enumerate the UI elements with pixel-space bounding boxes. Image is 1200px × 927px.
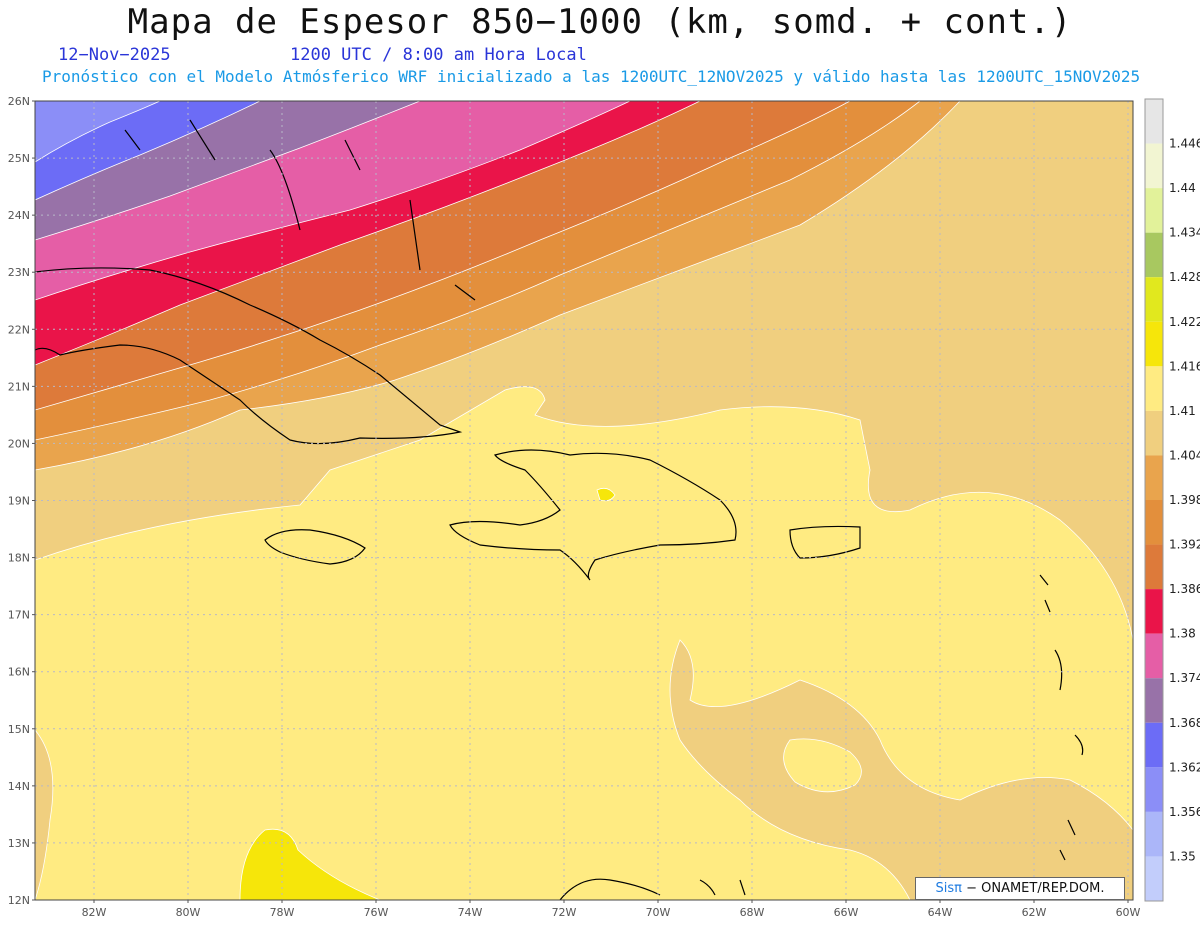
- lat-label: 20N: [8, 437, 30, 450]
- colorbar-label: 1.35: [1169, 849, 1196, 863]
- lat-label: 23N: [8, 266, 30, 279]
- colorbar-swatch: [1145, 811, 1163, 857]
- contour-1410-south-hole: [783, 738, 862, 793]
- contour-1356: [35, 101, 161, 163]
- lat-label: 19N: [8, 495, 30, 508]
- coastlines: [35, 119, 1084, 900]
- lon-label: 60W: [1116, 906, 1141, 919]
- colorbar-swatch: [1145, 455, 1163, 500]
- colorbar-label: 1.404: [1169, 448, 1200, 462]
- contour-1416-hispaniola: [596, 487, 616, 502]
- colorbar-swatch: [1145, 500, 1163, 545]
- lat-label: 21N: [8, 380, 30, 393]
- colorbar-swatch: [1145, 722, 1163, 768]
- colorbar-swatch: [1145, 188, 1163, 233]
- hispaniola-coast: [449, 449, 737, 581]
- colorbar-label: 1.398: [1169, 493, 1200, 507]
- jamaica-coast: [264, 529, 366, 565]
- colorbar-swatch: [1145, 544, 1163, 590]
- colorbar-frame: [1144, 98, 1164, 902]
- colorbar-swatch: [1145, 143, 1163, 189]
- contour-1416-southwest: [239, 828, 381, 900]
- lat-label: 26N: [8, 95, 30, 108]
- colorbar-label: 1.368: [1169, 716, 1200, 730]
- lat-label: 14N: [8, 780, 30, 793]
- colorbar-swatch: [1145, 277, 1163, 322]
- lat-label: 13N: [8, 837, 30, 850]
- colorbar-label: 1.374: [1169, 671, 1200, 685]
- lon-label: 70W: [646, 906, 671, 919]
- lon-label: 64W: [928, 906, 953, 919]
- forecast-label: Pronóstico con el Modelo Atmósferico WRF…: [42, 67, 1141, 86]
- contour-1404-west: [35, 729, 54, 900]
- lesser-antilles-coast: [1039, 574, 1084, 861]
- colorbar-label: 1.416: [1169, 359, 1200, 373]
- lon-label: 68W: [740, 906, 765, 919]
- lon-label: 62W: [1022, 906, 1047, 919]
- colorbar-swatch: [1145, 589, 1163, 634]
- bahamas-coast: [124, 119, 476, 301]
- shaded-contours: [35, 101, 1133, 900]
- colorbar-swatch: [1145, 232, 1163, 278]
- lon-label: 72W: [552, 906, 577, 919]
- colorbar-label: 1.362: [1169, 760, 1200, 774]
- cuba-coast: [35, 267, 463, 445]
- colorbar: 1.446 1.44 1.434 1.428 1.422 1.416 1.41 1.404 1.…: [1144, 98, 1200, 902]
- lon-label: 78W: [270, 906, 295, 919]
- time-label: 1200 UTC / 8:00 am Hora Local: [290, 45, 587, 65]
- credit-org: − ONAMET/REP.DOM.: [966, 881, 1105, 896]
- lat-label: 24N: [8, 209, 30, 222]
- colorbar-label: 1.422: [1169, 315, 1200, 329]
- colorbar-label: 1.446: [1169, 137, 1200, 151]
- map-title: Mapa de Espesor 850−1000 (km, somd. + co…: [127, 2, 1073, 42]
- colorbar-swatch: [1145, 99, 1163, 144]
- lat-label: 16N: [8, 666, 30, 679]
- colorbar-label: 1.41: [1169, 404, 1196, 418]
- date-label: 12−Nov−2025: [58, 45, 171, 65]
- lat-label: 12N: [8, 894, 30, 907]
- lon-label: 80W: [176, 906, 201, 919]
- colorbar-label: 1.44: [1169, 181, 1196, 195]
- puerto-rico-coast: [789, 525, 861, 559]
- colorbar-label: 1.386: [1169, 582, 1200, 596]
- lon-label: 74W: [458, 906, 483, 919]
- credit-box: Sisπ − ONAMET/REP.DOM.: [915, 877, 1125, 900]
- colorbar-swatch: [1145, 410, 1163, 456]
- colorbar-label: 1.392: [1169, 538, 1200, 552]
- lat-label: 25N: [8, 152, 30, 165]
- colorbar-swatch: [1145, 366, 1163, 411]
- lat-label: 22N: [8, 323, 30, 336]
- contour-1404-south: [669, 639, 1133, 900]
- colorbar-swatch: [1145, 678, 1163, 723]
- colorbar-swatch: [1145, 321, 1163, 367]
- colorbar-label: 1.38: [1169, 627, 1196, 641]
- colorbar-swatch: [1145, 856, 1163, 901]
- colorbar-swatch: [1145, 767, 1163, 812]
- colorbar-label: 1.356: [1169, 805, 1200, 819]
- lon-label: 76W: [364, 906, 389, 919]
- colorbar-swatch: [1145, 633, 1163, 679]
- lon-label: 82W: [82, 906, 107, 919]
- colorbar-label: 1.428: [1169, 270, 1200, 284]
- colorbar-label: 1.434: [1169, 226, 1200, 240]
- lat-label: 17N: [8, 609, 30, 622]
- latitude-labels: 26N 25N 24N 23N 22N 21N 20N 19N 18N 17N 16N 15N 14N 1…: [8, 95, 35, 907]
- gridlines: [35, 101, 1133, 900]
- lon-label: 66W: [834, 906, 859, 919]
- longitude-labels: 82W 80W 78W 76W 74W 72W 70W 68W 66W 64W 62W 60W: [82, 900, 1141, 919]
- lat-label: 18N: [8, 552, 30, 565]
- credit-brand: Sisπ: [935, 881, 962, 896]
- south-america-coast: [559, 878, 746, 900]
- lat-label: 15N: [8, 723, 30, 736]
